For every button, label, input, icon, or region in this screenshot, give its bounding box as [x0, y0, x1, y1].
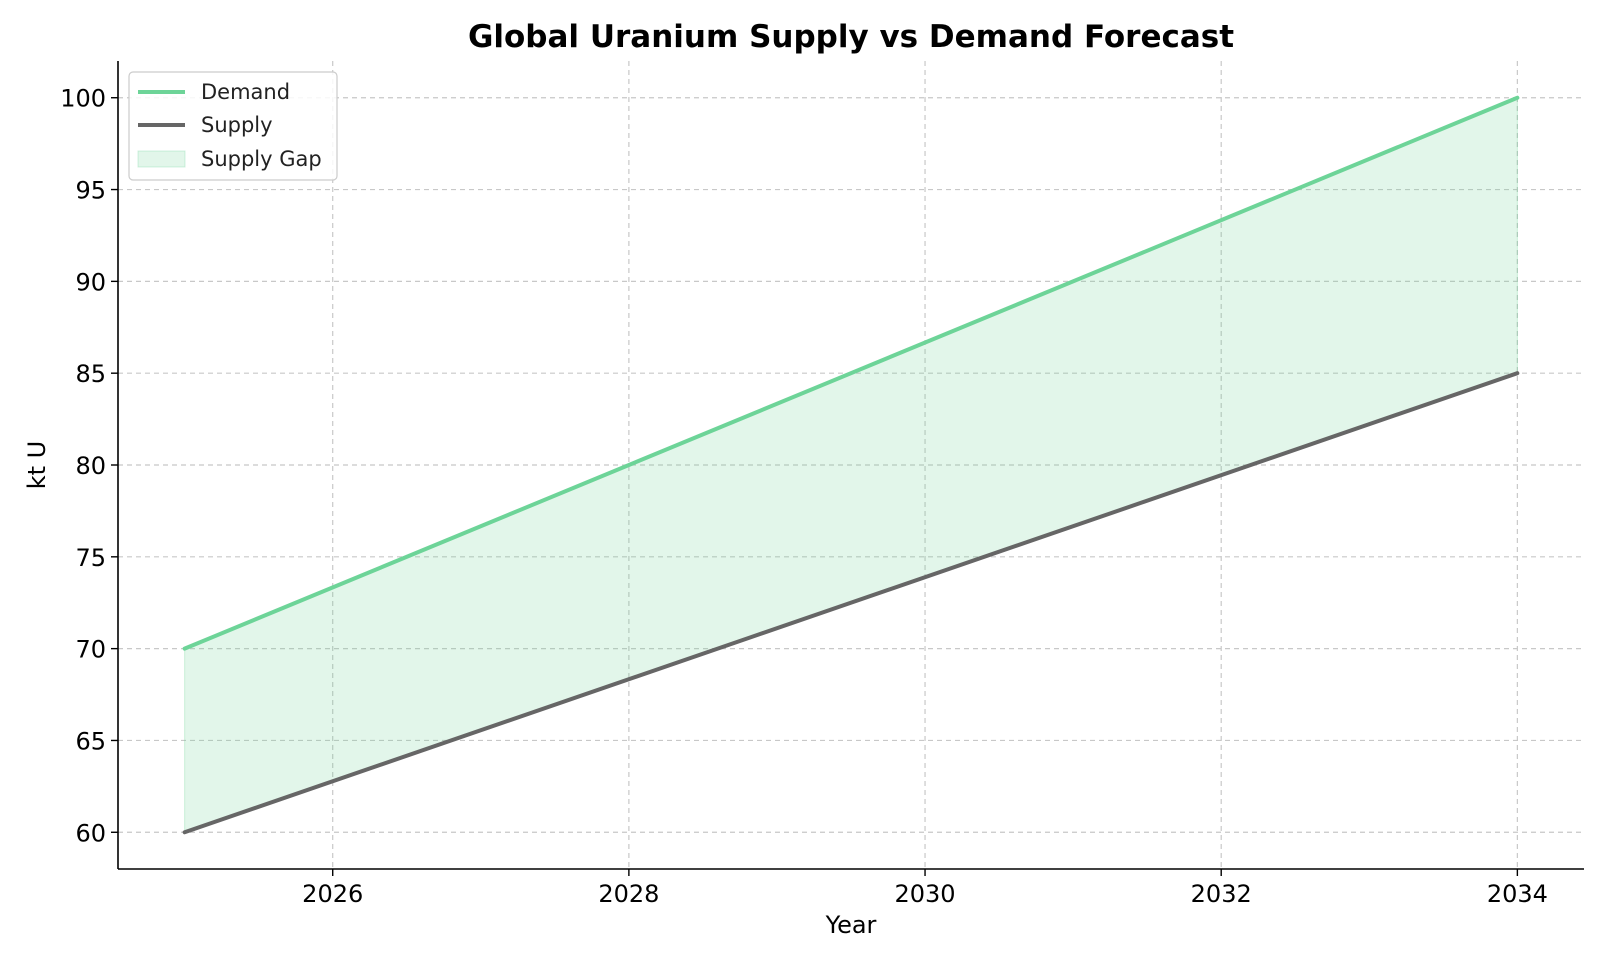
y-tick-label-95: 95 [75, 177, 106, 205]
x-tick-label-2028: 2028 [598, 880, 659, 908]
grid-layer [118, 61, 1584, 869]
legend-box [128, 71, 338, 181]
y-ticks: 60 65 70 75 80 85 90 95 100 [60, 85, 118, 847]
x-tick-label-2032: 2032 [1191, 880, 1252, 908]
y-tick-label-90: 90 [75, 268, 106, 296]
y-tick-label-85: 85 [75, 360, 106, 388]
y-axis-label: kt U [23, 441, 51, 490]
y-tick-label-60: 60 [75, 819, 106, 847]
legend-supply-label: Supply [201, 113, 273, 137]
x-tick-label-2026: 2026 [302, 880, 363, 908]
chart-title: Global Uranium Supply vs Demand Forecast [468, 19, 1234, 55]
y-tick-label-65: 65 [75, 727, 106, 755]
x-tick-label-2030: 2030 [895, 880, 956, 908]
x-ticks: 2026 2028 2030 2032 2034 [302, 869, 1548, 908]
legend-gap-swatch [137, 150, 186, 168]
series-line-supply [182, 371, 1520, 835]
legend-gap-label: Supply Gap [201, 147, 322, 171]
x-axis-label: Year [825, 911, 877, 939]
legend: Demand Supply Supply Gap [128, 71, 338, 181]
x-tick-label-2034: 2034 [1487, 880, 1548, 908]
y-tick-label-70: 70 [75, 636, 106, 664]
legend-demand-label: Demand [201, 80, 290, 104]
y-tick-label-100: 100 [60, 85, 106, 113]
y-tick-label-75: 75 [75, 544, 106, 572]
series-line-demand [182, 95, 1520, 651]
series-layer [182, 95, 1520, 835]
y-tick-label-80: 80 [75, 452, 106, 480]
